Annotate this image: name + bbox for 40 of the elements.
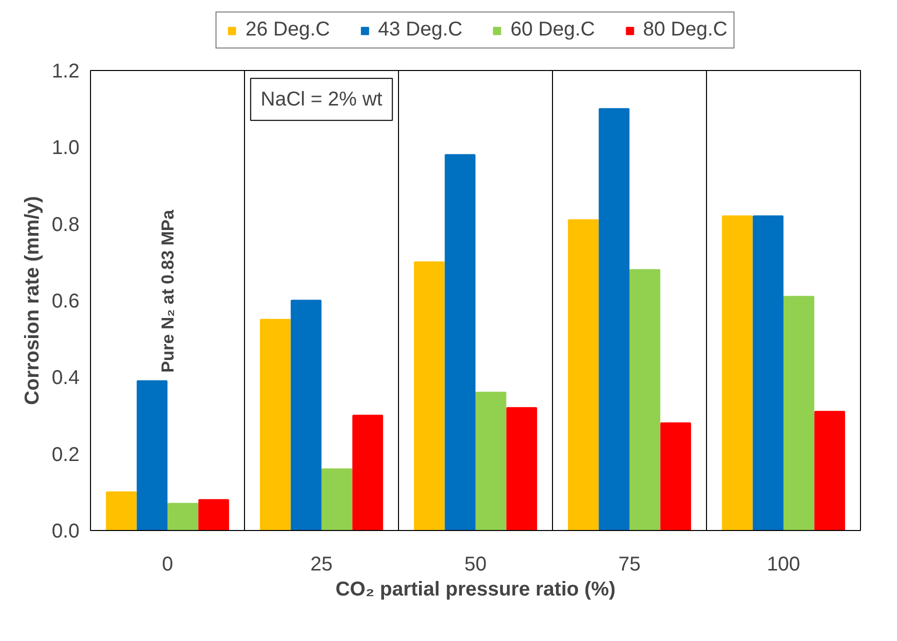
bar [784, 296, 814, 530]
x-tick-label: 0 [162, 554, 174, 576]
legend-label: 43 Deg.C [378, 18, 462, 42]
bar [598, 108, 630, 530]
bar [476, 392, 506, 530]
x-tick-label: 50 [464, 554, 487, 576]
bar [660, 422, 692, 530]
bar [290, 300, 322, 530]
x-tick-label: 25 [310, 554, 333, 576]
y-tick-label: 0.2 [52, 444, 80, 466]
bar [752, 215, 784, 530]
bar [352, 414, 384, 530]
bar [136, 380, 168, 530]
annotation: NaCl = 2% wt [260, 88, 383, 110]
bar [506, 407, 538, 530]
legend-label: 80 Deg.C [643, 18, 728, 42]
y-tick-label: 1.0 [52, 137, 80, 160]
y-tick-label: 0.0 [52, 520, 80, 542]
y-tick-label: 0.4 [52, 367, 80, 390]
y-tick-label: 0.6 [52, 290, 80, 312]
bar [106, 491, 137, 530]
y-axis-title: Corrosion rate (mm/y) [22, 196, 44, 405]
legend-label: 60 Deg.C [510, 18, 595, 42]
legend-label: 26 Deg.C [246, 18, 330, 42]
bar [630, 269, 660, 530]
bar [722, 215, 753, 530]
bar [322, 468, 352, 530]
bar [260, 318, 291, 530]
bar [198, 499, 230, 530]
bar [444, 154, 476, 530]
x-tick-label: 75 [618, 554, 641, 576]
y-tick-label: 1.2 [52, 60, 80, 82]
annotation: Pure N₂ at 0.83 MPa [158, 210, 178, 373]
bar [814, 410, 846, 530]
x-axis-title: CO₂ partial pressure ratio (%) [335, 578, 616, 600]
x-tick-label: 100 [766, 554, 800, 576]
bar [414, 261, 445, 530]
y-tick-label: 0.8 [52, 214, 80, 236]
bar [568, 219, 599, 530]
bar [168, 502, 198, 530]
